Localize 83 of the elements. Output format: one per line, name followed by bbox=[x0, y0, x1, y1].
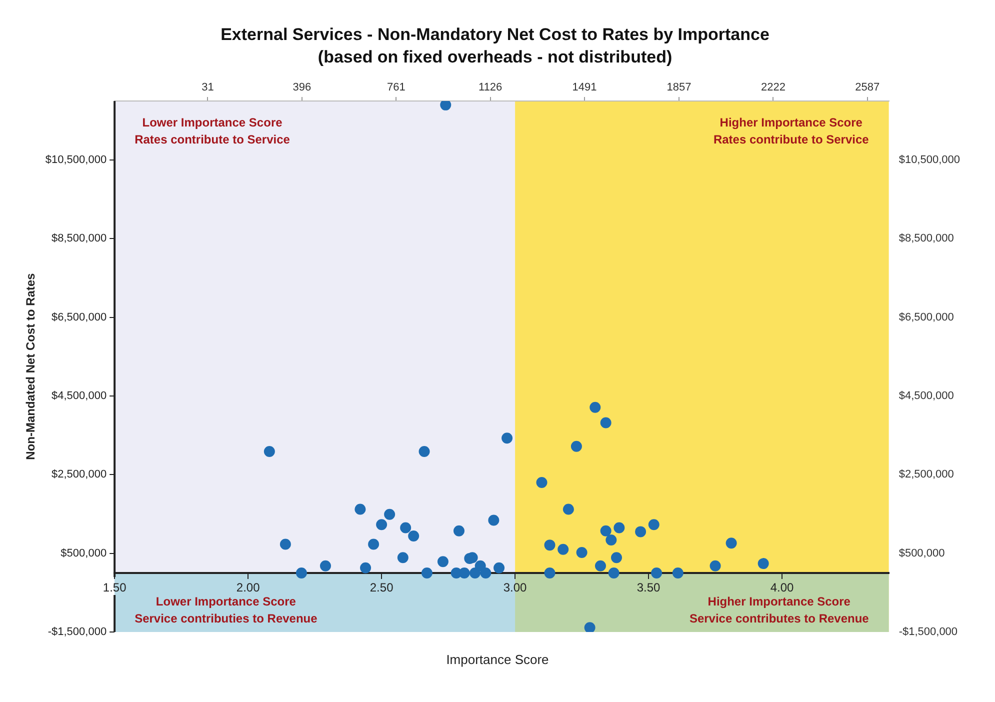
annotation: Higher Importance Score Service contributes to Revenue bbox=[689, 594, 870, 626]
point bbox=[418, 446, 430, 457]
y-tick-label: $6,500,000 bbox=[52, 311, 107, 324]
x2-tick-label: 1857 bbox=[666, 81, 692, 94]
x2-tick-label: 2587 bbox=[855, 81, 880, 94]
point bbox=[584, 622, 596, 632]
y2-tick-label: $8,500,000 bbox=[898, 232, 954, 245]
point bbox=[651, 568, 662, 578]
chart-title: External Services - Non-Mandatory Net Cost to Rates by Importance bbox=[220, 24, 770, 44]
y-tick-label: $4,500,000 bbox=[52, 390, 107, 402]
x-tick-label: 2.00 bbox=[236, 580, 260, 595]
point bbox=[320, 560, 331, 572]
point bbox=[280, 538, 291, 550]
y-axis-title: Non-Mandated Net Cost to Rates bbox=[24, 272, 38, 460]
point bbox=[488, 514, 500, 526]
y2-tick-label: $2,500,000 bbox=[898, 468, 954, 481]
point bbox=[648, 519, 660, 530]
point bbox=[576, 547, 588, 558]
point bbox=[470, 568, 480, 578]
annotation: Higher Importance Score Rates contribute to Service bbox=[713, 115, 870, 146]
point bbox=[376, 519, 388, 530]
y-tick-label: $8,500,000 bbox=[52, 232, 107, 245]
point bbox=[453, 525, 464, 536]
x-axis-title: Importance Score bbox=[445, 652, 550, 667]
point bbox=[368, 538, 380, 550]
point bbox=[726, 538, 737, 549]
point bbox=[494, 562, 505, 574]
point bbox=[544, 540, 556, 551]
point bbox=[458, 568, 470, 578]
point bbox=[570, 440, 582, 452]
point bbox=[600, 417, 612, 428]
point bbox=[608, 568, 620, 578]
point bbox=[264, 446, 275, 457]
x2-tick-label: 1491 bbox=[572, 81, 597, 94]
point bbox=[594, 560, 606, 572]
point bbox=[758, 558, 769, 570]
point bbox=[590, 402, 601, 413]
point bbox=[536, 477, 548, 488]
x2-tick-label: 761 bbox=[386, 81, 406, 94]
annotation: Lower Importance Score Rates contribute to Service bbox=[134, 115, 290, 146]
x2-tick-label: 1126 bbox=[478, 81, 502, 94]
point bbox=[354, 504, 366, 515]
point bbox=[408, 530, 420, 542]
point bbox=[421, 568, 432, 578]
y-tick-label: $2,500,000 bbox=[52, 468, 107, 481]
point bbox=[544, 568, 556, 578]
chart-subtitle: (based on fixed overheads - not distributed) bbox=[318, 47, 672, 66]
y-tick-label: $500,000 bbox=[60, 547, 107, 560]
point bbox=[440, 101, 452, 110]
y2-tick-label: $6,500,000 bbox=[898, 311, 954, 324]
x-tick-label: 2.50 bbox=[370, 580, 394, 595]
point bbox=[296, 568, 307, 578]
point bbox=[672, 568, 684, 578]
point bbox=[710, 560, 721, 572]
point bbox=[400, 522, 412, 534]
x-tick-label: 1.50 bbox=[102, 580, 127, 595]
point bbox=[611, 552, 622, 564]
point bbox=[558, 544, 569, 555]
y-tick-label: $10,500,000 bbox=[45, 154, 107, 166]
point bbox=[474, 560, 486, 572]
y-tick-label: -$1,500,000 bbox=[48, 626, 107, 638]
annotation: Lower Importance Score Service contributies to Revenue bbox=[134, 594, 318, 626]
y2-tick-label: $500,000 bbox=[898, 547, 945, 560]
point bbox=[360, 562, 372, 574]
x-tick-label: 3.50 bbox=[636, 580, 661, 595]
x-tick-label: 4.00 bbox=[770, 580, 794, 595]
point bbox=[384, 508, 396, 520]
point bbox=[614, 522, 625, 534]
x2-tick-label: 31 bbox=[202, 81, 214, 94]
x2-tick-label: 2222 bbox=[760, 81, 786, 94]
y2-tick-label: $10,500,000 bbox=[898, 154, 960, 166]
y2-tick-label: -$1,500,000 bbox=[898, 626, 958, 638]
point bbox=[437, 556, 448, 568]
point bbox=[600, 525, 612, 536]
point bbox=[606, 534, 617, 546]
x-tick-label: 3.00 bbox=[503, 580, 528, 595]
y2-tick-label: $4,500,000 bbox=[898, 390, 954, 402]
point bbox=[397, 552, 408, 564]
point bbox=[562, 504, 574, 515]
x2-tick-label: 396 bbox=[292, 81, 312, 94]
point bbox=[635, 526, 646, 538]
point bbox=[480, 568, 492, 578]
point bbox=[502, 432, 513, 444]
